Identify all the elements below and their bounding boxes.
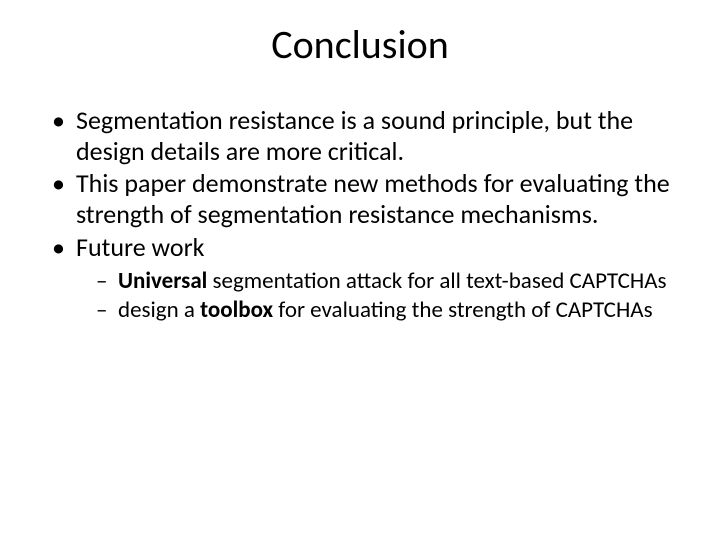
sub-bullet-text: segmentation attack for all text-based C… [207,267,666,295]
slide: Conclusion Segmentation resistance is a … [0,0,720,540]
bullet-item: Future work Universal segmentation attac… [50,232,680,325]
bullet-item: Segmentation resistance is a sound princ… [50,105,680,166]
sub-bullet-text: for evaluating the strength of CAPTCHAs [273,296,653,324]
sub-bullet-item: design a toolbox for evaluating the stre… [96,297,680,324]
bullet-list: Segmentation resistance is a sound princ… [50,105,680,325]
sub-bullet-list: Universal segmentation attack for all te… [96,268,680,324]
sub-bullet-bold: Universal [118,267,207,295]
bullet-text: Segmentation resistance is a sound princ… [76,104,633,167]
slide-title: Conclusion [40,20,680,69]
sub-bullet-item: Universal segmentation attack for all te… [96,268,680,295]
sub-bullet-text: design a [118,296,200,324]
sub-bullet-bold: toolbox [200,296,273,324]
bullet-item: This paper demonstrate new methods for e… [50,168,680,229]
bullet-text: Future work [76,231,204,263]
bullet-text: This paper demonstrate new methods for e… [76,167,670,230]
